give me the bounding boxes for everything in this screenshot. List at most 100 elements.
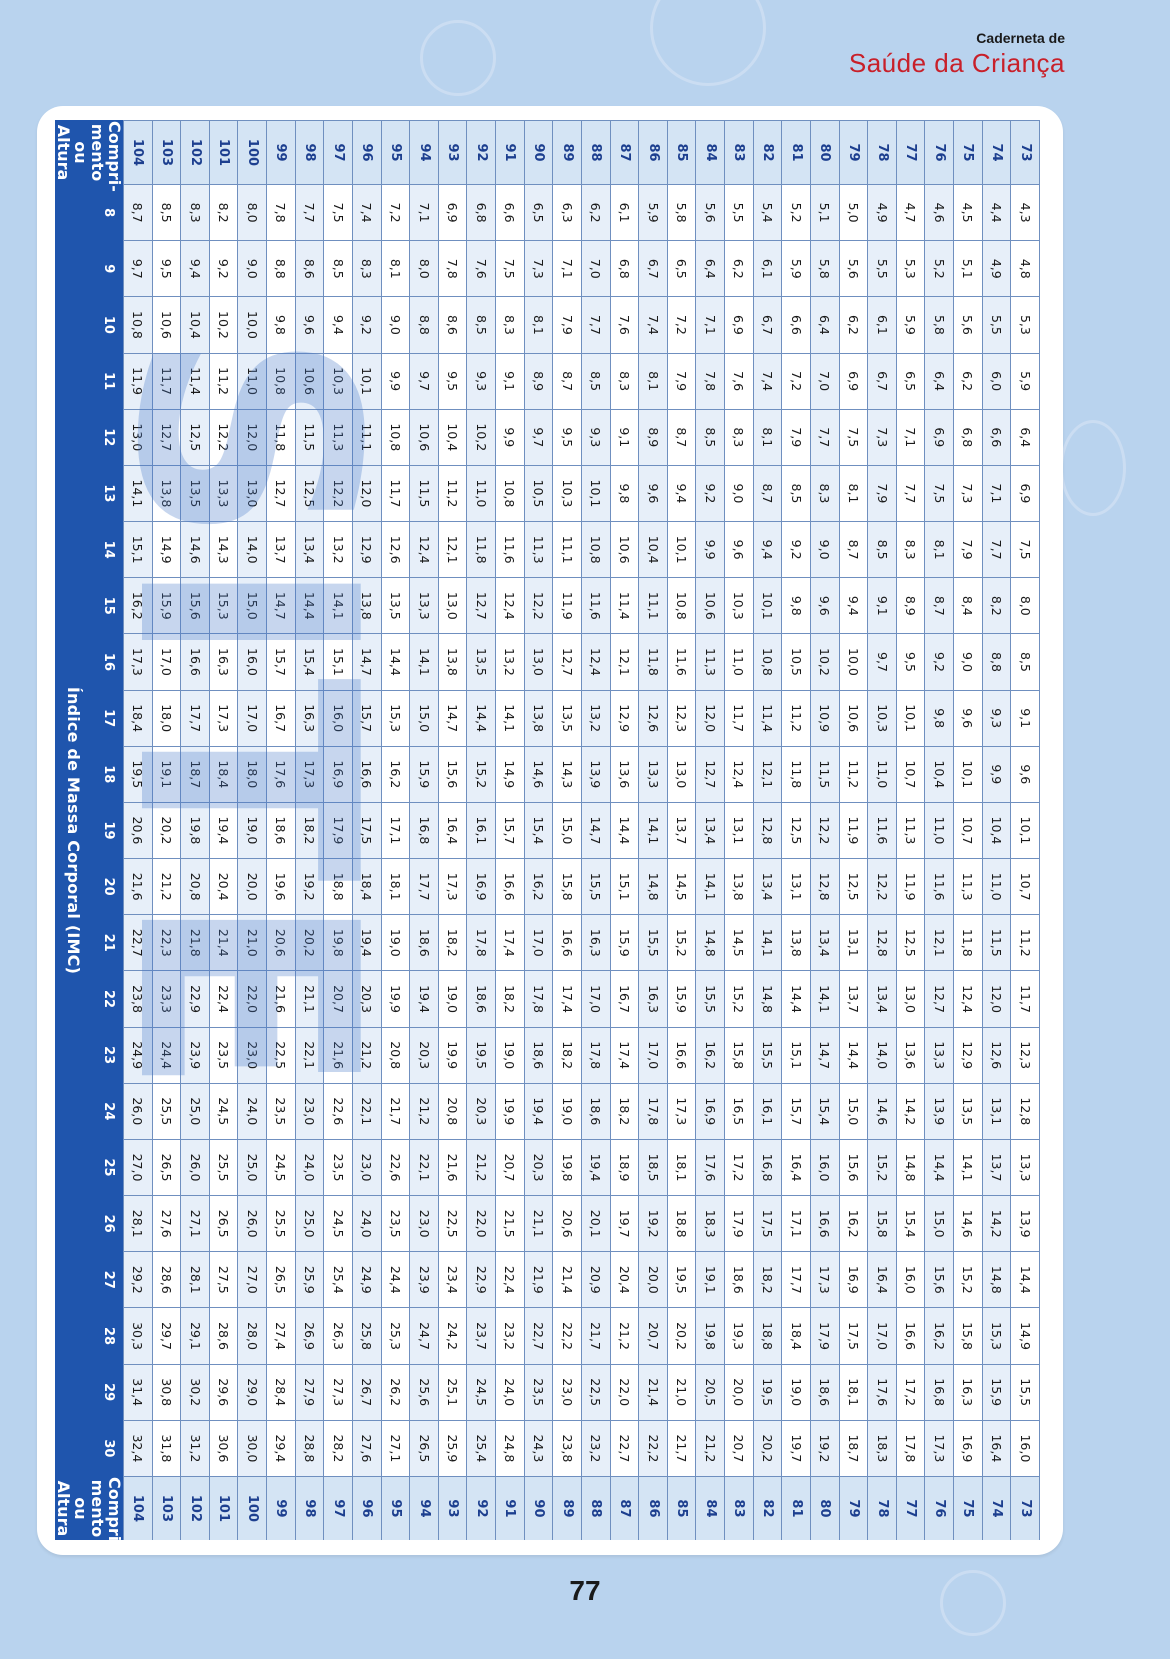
weight-cell: 18,1 [839, 1364, 868, 1421]
weight-cell: 7,1 [409, 184, 439, 241]
weight-cell: 11,3 [953, 858, 983, 915]
weight-cell: 21,2 [409, 1083, 439, 1140]
weight-cell: 14,7 [266, 577, 296, 634]
weight-cell: 5,9 [1010, 353, 1040, 410]
weight-cell: 23,0 [552, 1364, 582, 1421]
weight-cell: 14,6 [867, 1083, 897, 1140]
weight-cell: 20,7 [323, 970, 353, 1028]
weight-cell: 10,6 [839, 690, 868, 747]
weight-cell: 8,2 [982, 577, 1011, 634]
weight-cell: 15,2 [724, 970, 754, 1028]
weight-cell: 12,7 [552, 633, 582, 691]
weight-cell: 19,9 [381, 970, 410, 1028]
weight-cell: 10,8 [266, 353, 296, 410]
row-height-label: 78 [867, 120, 897, 185]
weight-cell: 8,9 [896, 577, 925, 634]
weight-cell: 12,2 [323, 465, 353, 522]
weight-cell: 15,6 [438, 746, 467, 803]
row-height-label: 92 [467, 1476, 496, 1540]
weight-cell: 19,4 [352, 914, 382, 971]
weight-cell: 13,1 [724, 802, 754, 859]
weight-cell: 14,6 [524, 746, 553, 803]
weight-cell: 10,8 [123, 296, 153, 354]
weight-cell: 16,2 [839, 1195, 868, 1252]
weight-cell: 22,7 [524, 1307, 553, 1365]
weight-cell: 13,4 [810, 914, 840, 971]
weight-cell: 24,0 [295, 1139, 324, 1196]
imc-column-header: 24 [93, 1083, 124, 1140]
weight-cell: 23,0 [409, 1195, 439, 1252]
weight-cell: 10,1 [581, 465, 611, 522]
weight-cell: 9,7 [867, 633, 897, 691]
weight-cell: 19,9 [438, 1027, 467, 1084]
weight-cell: 18,2 [552, 1027, 582, 1084]
weight-cell: 14,8 [638, 858, 668, 915]
weight-cell: 10,3 [867, 690, 897, 747]
row-height-label: 83 [724, 1476, 754, 1540]
weight-cell: 13,5 [180, 465, 210, 522]
weight-cell: 15,3 [209, 577, 238, 634]
weight-cell: 9,9 [696, 521, 725, 578]
row-height-label: 88 [581, 120, 611, 185]
weight-cell: 7,5 [495, 240, 525, 297]
weight-cell: 12,2 [810, 802, 840, 859]
weight-cell: 13,3 [1010, 1139, 1040, 1196]
weight-cell: 15,5 [696, 970, 725, 1028]
table-row: 98 7,7 8,6 9,6 10,6 11,5 12,5 13,4 14,4 15,4 16,3 1… [295, 120, 324, 1540]
weight-cell: 5,1 [810, 184, 840, 241]
weight-cell: 13,8 [352, 577, 382, 634]
weight-cell: 10,6 [696, 577, 725, 634]
weight-cell: 13,0 [123, 409, 153, 466]
weight-cell: 15,4 [524, 802, 553, 859]
weight-cell: 26,3 [323, 1307, 353, 1365]
weight-cell: 20,2 [295, 914, 324, 971]
weight-cell: 25,4 [467, 1420, 496, 1477]
weight-cell: 21,1 [295, 970, 324, 1028]
row-height-label: 100 [238, 120, 267, 185]
weight-cell: 21,2 [467, 1139, 496, 1196]
weight-cell: 19,0 [438, 970, 467, 1028]
weight-cell: 12,3 [1010, 1027, 1040, 1084]
weight-cell: 9,6 [295, 296, 324, 354]
weight-cell: 11,2 [839, 746, 868, 803]
weight-cell: 14,0 [238, 521, 267, 578]
weight-cell: 23,0 [295, 1083, 324, 1140]
weight-cell: 28,1 [180, 1251, 210, 1308]
page-header: Caderneta de Saúde da Criança [849, 30, 1065, 79]
weight-cell: 24,5 [209, 1083, 238, 1140]
weight-cell: 9,8 [781, 577, 811, 634]
weight-cell: 6,3 [552, 184, 582, 241]
weight-cell: 16,2 [381, 746, 410, 803]
weight-cell: 13,2 [581, 690, 611, 747]
weight-cell: 20,6 [552, 1195, 582, 1252]
weight-cell: 28,0 [238, 1307, 267, 1365]
weight-cell: 23,3 [152, 970, 181, 1028]
weight-cell: 7,4 [352, 184, 382, 241]
weight-cell: 10,1 [1010, 802, 1040, 859]
row-height-label: 83 [724, 120, 754, 185]
weight-cell: 14,3 [552, 746, 582, 803]
imc-column-header: 22 [93, 970, 124, 1028]
weight-cell: 17,4 [610, 1027, 639, 1084]
weight-cell: 4,9 [982, 240, 1011, 297]
weight-cell: 10,4 [925, 746, 954, 803]
weight-cell: 27,6 [352, 1420, 382, 1477]
weight-cell: 9,6 [1010, 746, 1040, 803]
weight-cell: 18,6 [467, 970, 496, 1028]
weight-cell: 6,2 [953, 353, 983, 410]
weight-cell: 7,9 [552, 296, 582, 354]
weight-cell: 26,0 [180, 1139, 210, 1196]
weight-cell: 16,8 [753, 1139, 782, 1196]
weight-cell: 11,9 [552, 577, 582, 634]
weight-cell: 13,3 [638, 746, 668, 803]
weight-cell: 12,1 [610, 633, 639, 691]
weight-cell: 7,9 [953, 521, 983, 578]
weight-cell: 10,2 [209, 296, 238, 354]
weight-cell: 15,9 [152, 577, 181, 634]
row-height-label: 97 [323, 1476, 353, 1540]
weight-cell: 20,2 [753, 1420, 782, 1477]
weight-cell: 7,1 [896, 409, 925, 466]
weight-cell: 14,1 [495, 690, 525, 747]
weight-cell: 7,4 [638, 296, 668, 354]
weight-cell: 16,4 [867, 1251, 897, 1308]
